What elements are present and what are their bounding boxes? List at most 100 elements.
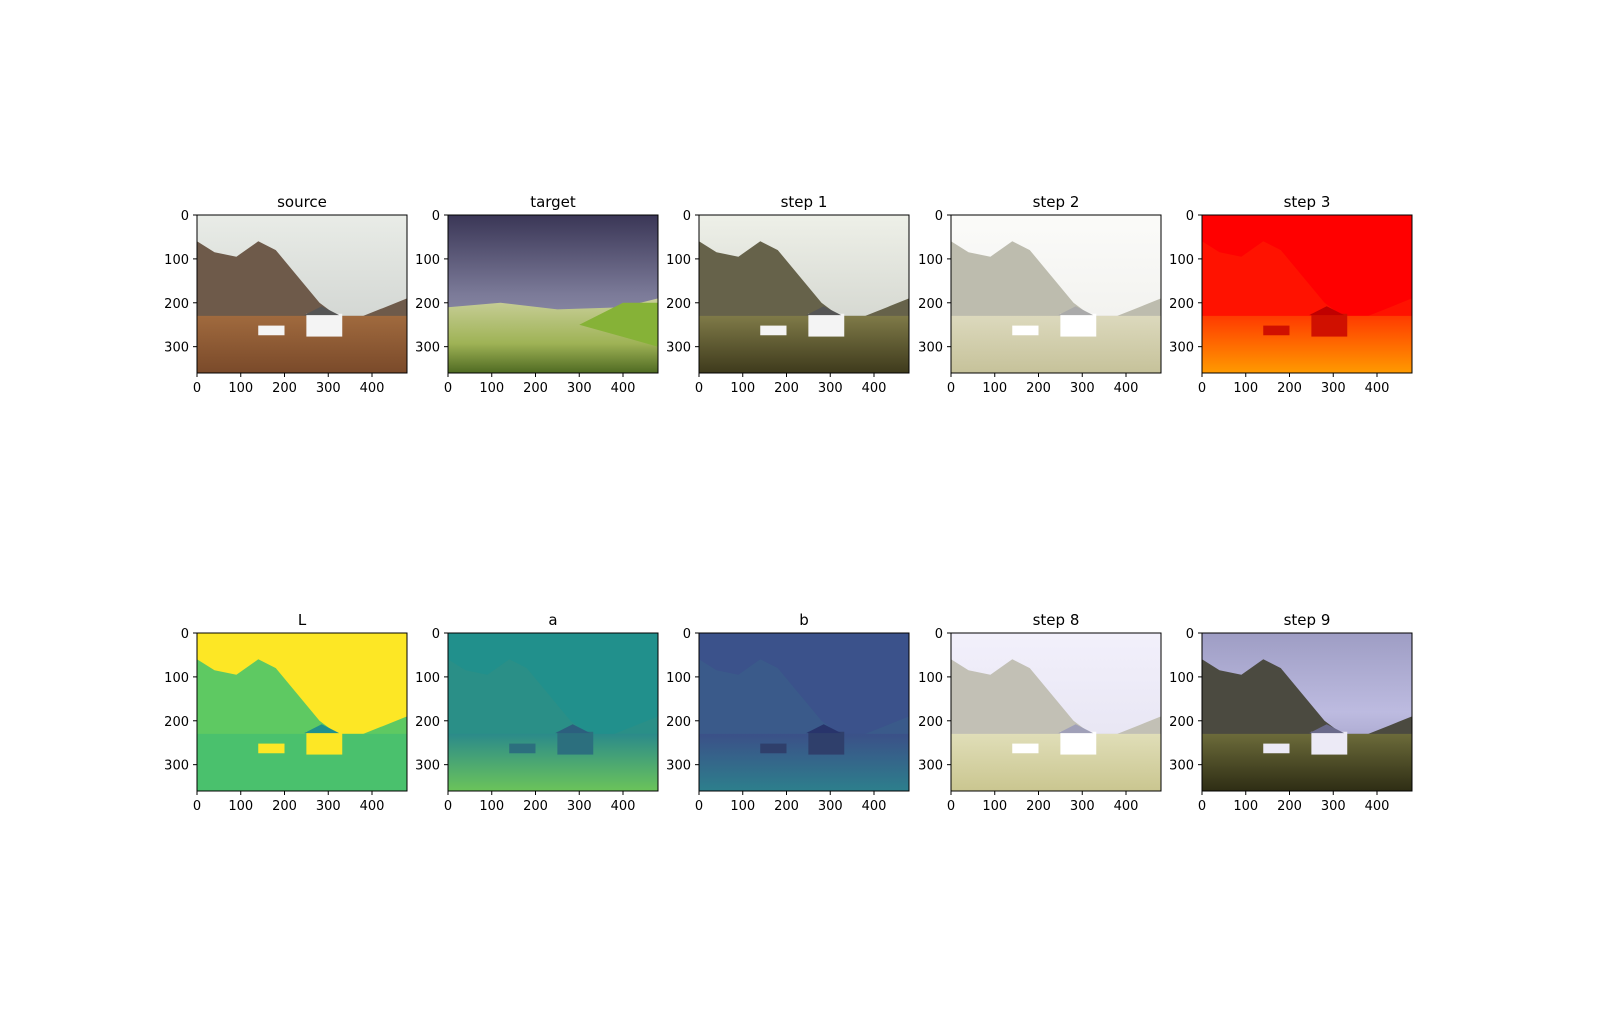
y-tick-label: 300 [918,341,943,356]
panel-step-2: step 2 0 100 200 300 400 0 100 200 300 [918,193,1162,396]
y-tick-label: 0 [181,627,189,642]
x-tick-label: 400 [360,799,385,814]
y-tick-label: 300 [1169,341,1194,356]
image-ground [448,733,658,791]
panel-a: a 0 100 200 300 400 0 100 200 300 [415,611,659,814]
y-tick-label: 300 [666,341,691,356]
x-tick-label: 100 [228,381,253,396]
y-tick-label: 300 [415,759,440,774]
image-house-small [1263,325,1290,336]
x-tick-label: 400 [611,799,636,814]
image-ground [951,315,1161,373]
y-tick-label: 0 [1186,209,1194,224]
image-house-small [1012,743,1039,754]
x-tick-label: 300 [1070,381,1095,396]
image-house-large-roof [304,306,340,316]
axes-frame [698,632,910,792]
panel-image [448,215,658,373]
panel-b: b 0 100 200 300 400 0 100 200 300 [666,611,910,814]
x-tick-label: 300 [1321,799,1346,814]
x-tick-label: 300 [1070,799,1095,814]
x-tick-label: 100 [479,799,504,814]
x-tick-label: 300 [1321,381,1346,396]
panel-step-3: step 3 0 100 200 300 400 0 100 200 300 [1169,193,1413,396]
panel-step-8: step 8 0 100 200 300 400 0 100 200 300 [918,611,1162,814]
y-tick-label: 100 [918,671,943,686]
x-tick-label: 100 [730,799,755,814]
x-tick-label: 400 [611,381,636,396]
y-tick-label: 200 [666,297,691,312]
y-tick-label: 200 [415,715,440,730]
y-tick-label: 100 [415,253,440,268]
x-tick-label: 0 [444,799,452,814]
panel-title: step 8 [1033,611,1080,629]
image-house-large [1311,731,1348,755]
x-tick-label: 200 [272,381,297,396]
image-house-large [1060,313,1097,337]
panel-image [699,633,909,791]
panel-title: step 9 [1284,611,1331,629]
y-tick-label: 0 [935,627,943,642]
x-tick-label: 100 [730,381,755,396]
image-ground [951,733,1161,791]
y-tick-label: 300 [164,341,189,356]
y-tick-label: 200 [666,715,691,730]
x-tick-label: 100 [479,381,504,396]
image-house-large-roof [806,306,842,316]
y-tick-label: 300 [666,759,691,774]
y-tick-label: 100 [164,671,189,686]
x-tick-label: 0 [947,799,955,814]
y-tick-label: 0 [432,627,440,642]
x-tick-label: 200 [1026,799,1051,814]
image-house-large-roof [304,724,340,734]
x-tick-label: 300 [567,381,592,396]
panel-image [448,633,658,791]
y-tick-label: 200 [164,297,189,312]
y-tick-label: 0 [683,627,691,642]
axes-frame [196,214,408,374]
image-house-large [557,731,594,755]
image-house-small [1263,743,1290,754]
x-tick-label: 300 [316,799,341,814]
panel-title: source [277,193,327,211]
x-tick-label: 0 [193,381,201,396]
image-house-large [306,313,343,337]
image-ground [197,733,407,791]
x-tick-label: 0 [1198,799,1206,814]
image-ground [699,315,909,373]
panel-title: step 2 [1033,193,1080,211]
y-tick-label: 300 [164,759,189,774]
panel-title: L [298,611,307,629]
y-tick-label: 0 [1186,627,1194,642]
x-tick-label: 300 [316,381,341,396]
axes-frame [698,214,910,374]
y-tick-label: 100 [666,671,691,686]
x-tick-label: 0 [1198,381,1206,396]
axes-frame [196,632,408,792]
x-tick-label: 200 [272,799,297,814]
panel-l: L 0 100 200 300 400 0 100 200 300 [164,611,408,814]
image-house-large [1060,731,1097,755]
x-tick-label: 200 [1277,799,1302,814]
panel-image [951,215,1161,373]
panel-image [1202,633,1412,791]
image-house-large-roof [1309,724,1345,734]
x-tick-label: 100 [982,381,1007,396]
image-ground [1202,315,1412,373]
axes-frame [1201,214,1413,374]
x-tick-label: 300 [567,799,592,814]
y-tick-label: 200 [1169,715,1194,730]
y-tick-label: 0 [935,209,943,224]
y-tick-label: 0 [432,209,440,224]
x-tick-label: 100 [982,799,1007,814]
panel-step-9: step 9 0 100 200 300 400 0 100 200 300 [1169,611,1413,814]
image-house-large-roof [1058,306,1094,316]
image-ground [197,315,407,373]
x-tick-label: 200 [523,381,548,396]
panel-step-1: step 1 0 100 200 300 400 0 100 200 300 [666,193,910,396]
image-house-large-roof [806,724,842,734]
image-house-small [258,743,285,754]
axes-frame [447,632,659,792]
x-tick-label: 400 [1365,381,1390,396]
